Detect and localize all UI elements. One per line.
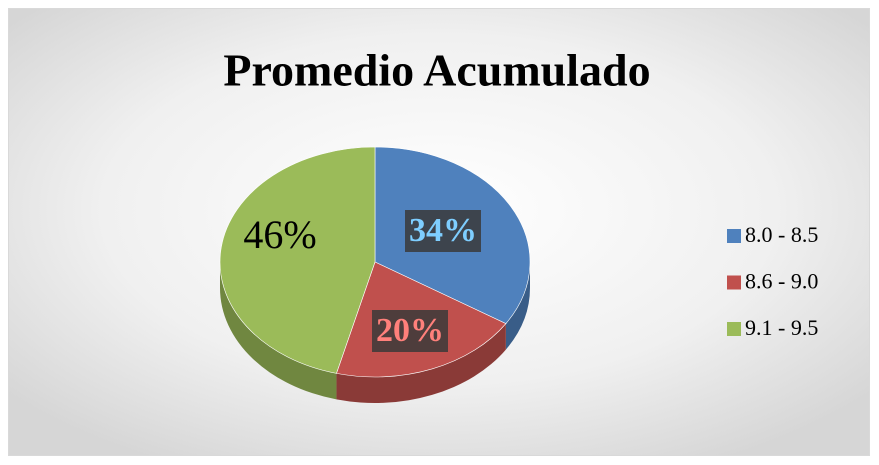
data-label: 46% xyxy=(243,212,316,257)
data-label-box xyxy=(372,310,448,352)
legend-label: 8.6 - 9.0 xyxy=(745,269,818,294)
data-label-box xyxy=(405,210,481,252)
pie-slice-side xyxy=(505,262,530,350)
legend-swatch xyxy=(727,275,741,290)
data-label: 34% xyxy=(409,212,477,249)
pie-slice-side xyxy=(220,262,337,400)
legend-label: 9.1 - 9.5 xyxy=(745,315,818,340)
pie-slice-side xyxy=(336,323,506,403)
chart-title: Promedio Acumulado xyxy=(223,45,650,96)
legend-swatch xyxy=(727,322,741,336)
pie-slice xyxy=(219,146,376,374)
legend-label: 8.0 - 8.5 xyxy=(745,222,818,247)
data-label: 20% xyxy=(376,312,444,349)
legend-swatch xyxy=(727,229,741,243)
